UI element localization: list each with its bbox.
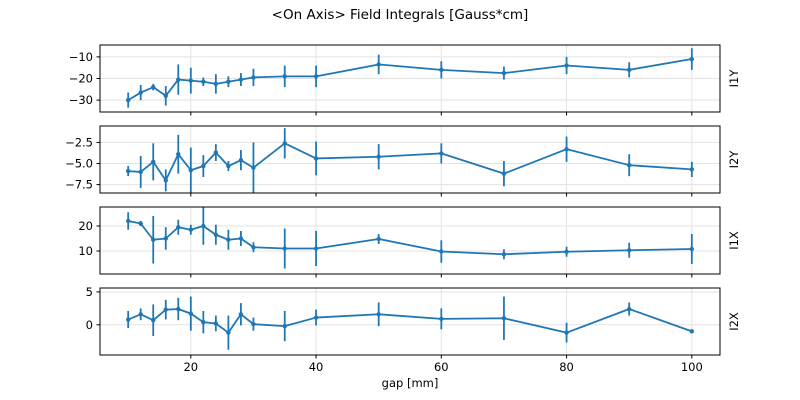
svg-text:20: 20	[183, 360, 198, 374]
axes-frame	[99, 206, 721, 275]
svg-text:10: 10	[78, 244, 93, 258]
subplot-ylabel: I1X	[727, 231, 741, 250]
x-tick-labels: 20 40 60 80 100	[183, 360, 702, 374]
axes-frame	[99, 125, 721, 194]
data-series	[125, 128, 695, 193]
svg-text:5: 5	[86, 285, 93, 299]
data-points	[125, 141, 695, 183]
y-tick-labels: −7.5 −5.0 −2.5	[65, 135, 93, 191]
axes-frame	[99, 287, 721, 356]
data-series	[125, 296, 695, 350]
data-points	[125, 306, 695, 335]
subplot-i1x: 10 20 I1X	[78, 206, 741, 278]
x-axis-label: gap [mm]	[381, 376, 439, 390]
svg-text:−5.0: −5.0	[65, 157, 93, 171]
data-series	[125, 48, 695, 108]
y-tick-labels: −30 −20 −10	[69, 50, 93, 107]
svg-text:0: 0	[86, 318, 93, 332]
svg-text:80: 80	[559, 360, 574, 374]
subplot-ylabel: I2Y	[727, 150, 741, 169]
svg-text:−20: −20	[69, 72, 93, 86]
svg-text:−2.5: −2.5	[65, 135, 93, 149]
data-points	[125, 218, 695, 257]
tick-marks	[96, 56, 693, 116]
svg-text:60: 60	[434, 360, 449, 374]
tick-marks	[96, 225, 693, 278]
svg-text:20: 20	[78, 219, 93, 233]
svg-text:−30: −30	[69, 93, 93, 107]
y-tick-labels: 10 20	[78, 219, 93, 258]
data-series	[125, 207, 695, 269]
tick-marks	[96, 141, 693, 197]
data-points	[125, 56, 695, 103]
svg-text:−10: −10	[69, 50, 93, 64]
subplot-ylabel: I2X	[727, 312, 741, 331]
subplot-i2y: −7.5 −5.0 −2.5 I2Y	[65, 125, 741, 197]
chart-title: <On Axis> Field Integrals [Gauss*cm]	[271, 7, 529, 23]
tick-marks	[96, 291, 693, 359]
svg-text:40: 40	[309, 360, 324, 374]
svg-text:100: 100	[681, 360, 703, 374]
y-tick-labels: 05	[86, 285, 93, 332]
subplot-i1y: −30 −20 −10 I1Y	[69, 44, 741, 116]
svg-text:−7.5: −7.5	[65, 178, 93, 192]
subplot-ylabel: I1Y	[727, 69, 741, 88]
